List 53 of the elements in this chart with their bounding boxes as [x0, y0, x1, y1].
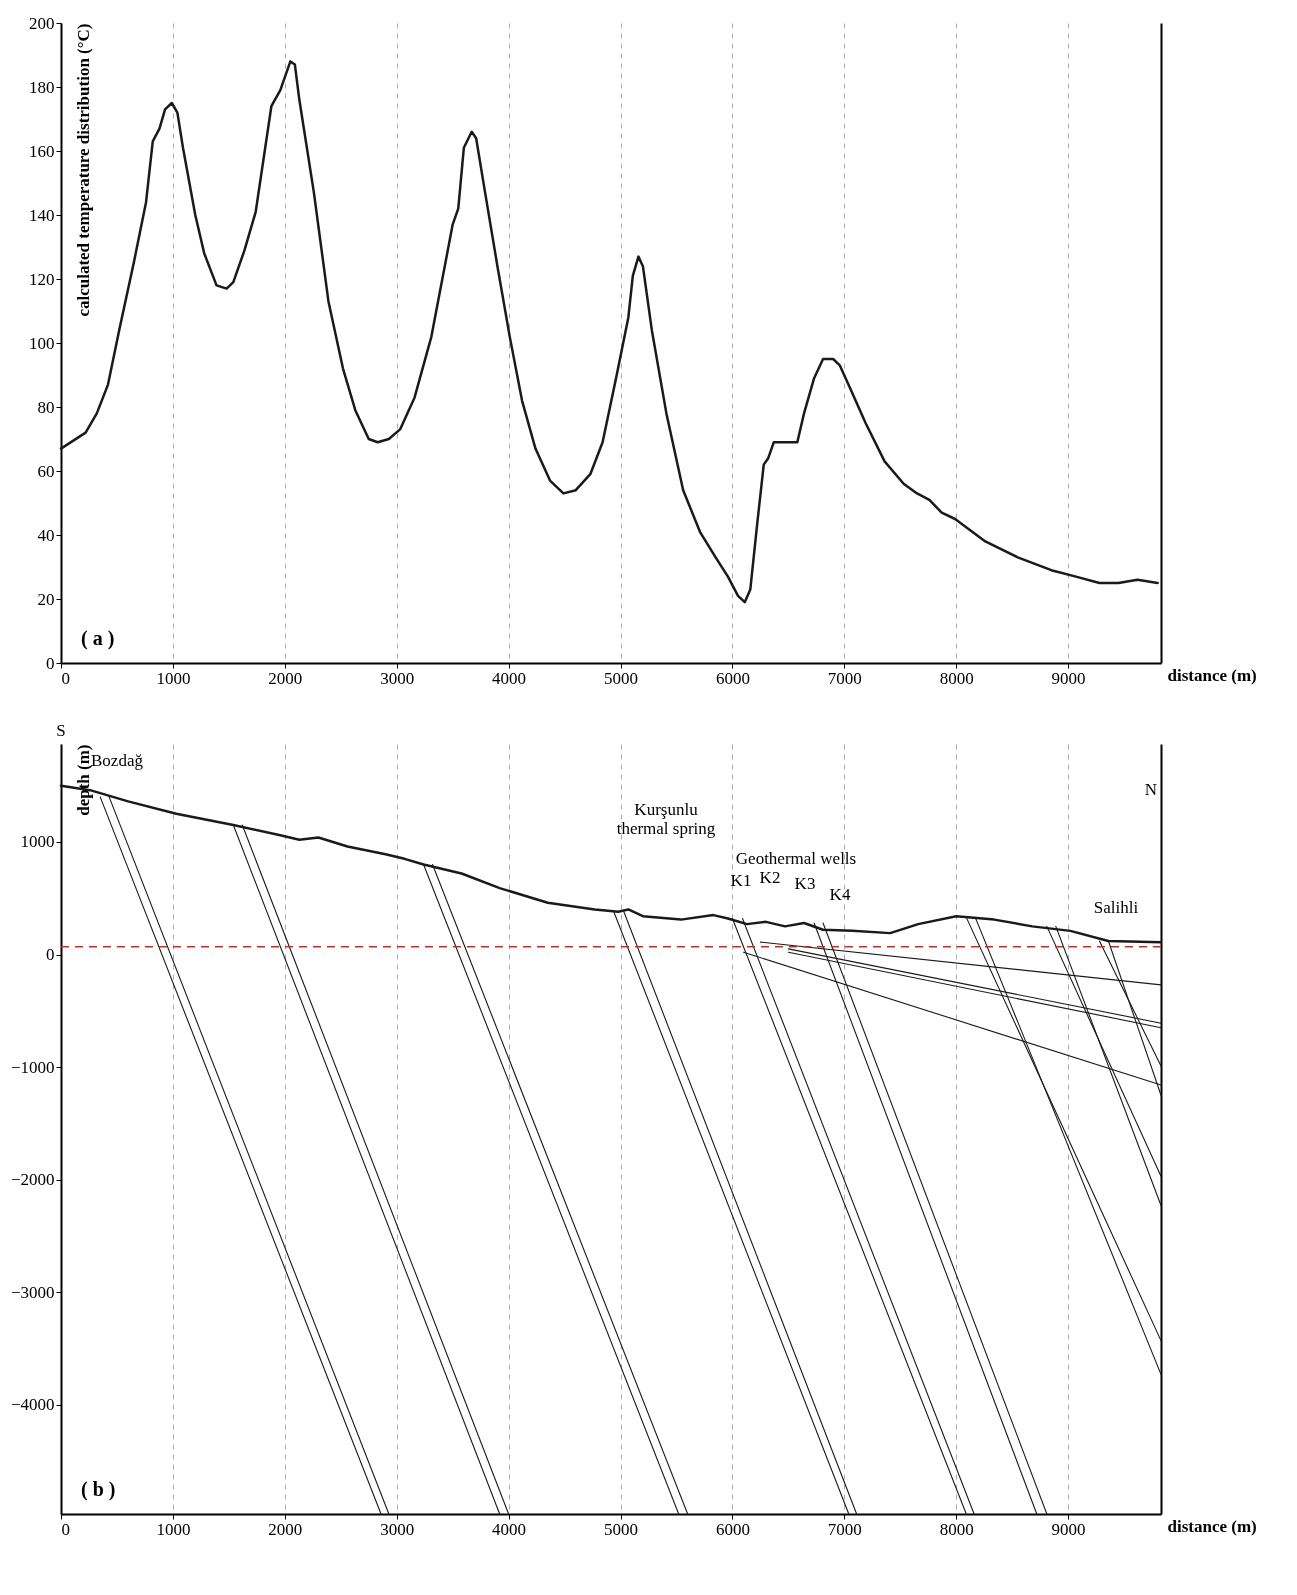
y-tick-label: 20 [37, 589, 55, 609]
y-tick-label: 0 [46, 945, 55, 965]
x-tick-label: 1000 [156, 668, 191, 688]
x-tick-label: 4000 [492, 1519, 527, 1539]
x-tick-label: 8000 [939, 668, 974, 688]
x-axis-title: distance (m) [1167, 665, 1257, 685]
y-tick-label: −4000 [10, 1395, 55, 1415]
y-tick-label: 0 [46, 653, 55, 673]
y-tick-label: 100 [29, 333, 55, 353]
annotation: Kurşunlu thermal spring [616, 800, 716, 838]
annotation: ( b ) [81, 1478, 116, 1501]
annotation: ( a ) [81, 627, 115, 650]
x-tick-label: 3000 [380, 668, 415, 688]
y-tick-label: 140 [29, 205, 55, 225]
annotation: K4 [829, 885, 851, 904]
x-tick-label: 2000 [268, 1519, 303, 1539]
x-tick-label: 7000 [827, 1519, 862, 1539]
y-axis-title: depth (m) [73, 744, 93, 816]
y-tick-label: 60 [37, 461, 55, 481]
text: S [56, 721, 66, 740]
y-tick-label: 160 [29, 141, 55, 161]
x-tick-label: 4000 [492, 668, 527, 688]
x-tick-label: 2000 [268, 668, 303, 688]
annotation: K2 [759, 868, 781, 887]
x-axis-title: distance (m) [1167, 1516, 1257, 1536]
x-tick-label: 9000 [1051, 668, 1086, 688]
annotation: N [1144, 780, 1157, 799]
y-tick-label: 200 [29, 13, 55, 33]
x-tick-label: 0 [61, 668, 70, 688]
y-tick-label: −3000 [10, 1282, 55, 1302]
y-tick-label: 1000 [20, 832, 55, 852]
annotation: Bozdağ [91, 751, 144, 770]
x-tick-label: 5000 [604, 668, 639, 688]
y-tick-label: −2000 [10, 1170, 55, 1190]
y-tick-label: 80 [37, 397, 55, 417]
annotation: K1 [730, 871, 752, 890]
y-tick-label: −1000 [10, 1057, 55, 1077]
x-tick-label: 1000 [156, 1519, 191, 1539]
x-tick-label: 8000 [939, 1519, 974, 1539]
x-tick-label: 9000 [1051, 1519, 1086, 1539]
x-tick-label: 0 [61, 1519, 70, 1539]
annotation: K3 [794, 874, 816, 893]
x-tick-label: 6000 [715, 668, 750, 688]
y-tick-label: 120 [29, 269, 55, 289]
annotation: Salihli [1093, 898, 1139, 917]
x-tick-label: 3000 [380, 1519, 415, 1539]
y-tick-label: 40 [37, 525, 55, 545]
x-tick-label: 7000 [827, 668, 862, 688]
annotation: Geothermal wells [735, 849, 857, 868]
y-tick-label: 180 [29, 77, 55, 97]
x-tick-label: 5000 [604, 1519, 639, 1539]
y-axis-title: calculated temperature distribution (°C) [73, 23, 93, 317]
x-tick-label: 6000 [715, 1519, 750, 1539]
